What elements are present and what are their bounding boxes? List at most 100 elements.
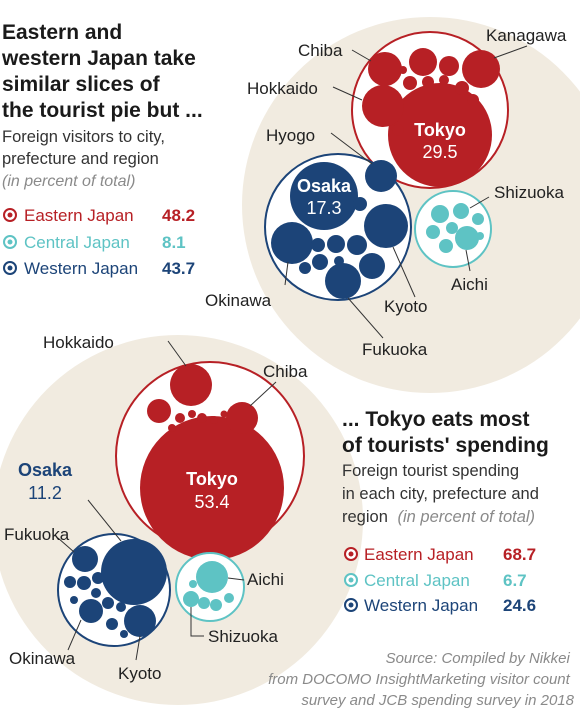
bottom-bubble-chiba <box>226 402 258 434</box>
bottom-bubble-central-small <box>189 580 197 588</box>
legend-marker-dot <box>348 551 354 557</box>
top-title: Eastern and western Japan take similar s… <box>1 21 203 122</box>
top-label-shizuoka: Shizuoka <box>494 183 564 202</box>
top-label-okinawa: Okinawa <box>205 291 272 310</box>
legend-item-eastern: Eastern Japan 68.7 <box>344 545 536 564</box>
bottom-bubble-western-small <box>92 572 104 584</box>
legend-marker-dot <box>7 212 13 218</box>
bottom-bubble-hokkaido <box>170 364 212 406</box>
top-bubble-chiba <box>368 52 402 86</box>
bottom-bubble-western-small <box>106 618 118 630</box>
bottom-subtitle-last-line: region (in percent of total) <box>342 508 535 526</box>
top-bubble-western-small <box>359 253 385 279</box>
top-bubble-eastern-small <box>455 81 469 95</box>
legend-label: Central Japan <box>24 233 130 252</box>
top-tokyo-name: Tokyo <box>414 120 466 140</box>
top-bubble-central-small <box>453 203 469 219</box>
top-label-chiba: Chiba <box>298 41 343 60</box>
legend-label: Central Japan <box>364 571 470 590</box>
bottom-bubble-western-small <box>102 597 114 609</box>
legend-label: Western Japan <box>364 596 478 615</box>
bottom-label-okinawa: Okinawa <box>9 649 76 668</box>
bottom-bubble-central-small <box>210 599 222 611</box>
top-bubble-kyoto <box>364 204 408 248</box>
legend-value: 68.7 <box>503 545 536 564</box>
leader-line <box>392 246 416 298</box>
bottom-bubble-western-small <box>64 576 76 588</box>
leader-line <box>493 45 528 59</box>
legend-value: 24.6 <box>503 596 536 615</box>
bottom-text-block: ... Tokyo eats most of tourists' spendin… <box>342 408 549 615</box>
legend-value: 43.7 <box>162 259 195 278</box>
legend-item-central: Central Japan 6.7 <box>344 571 527 590</box>
bottom-label-aichi: Aichi <box>247 570 284 589</box>
top-unit-note: (in percent of total) <box>2 173 135 190</box>
leader-line <box>249 381 277 407</box>
bottom-bubble-eastern-small <box>197 413 207 423</box>
bottom-bubble-tokyo <box>140 416 284 560</box>
bottom-bubble-fukuoka <box>72 546 98 572</box>
leader-line <box>284 261 289 286</box>
legend-marker-dot <box>7 239 13 245</box>
leader-line <box>330 132 373 165</box>
top-bubble-fukuoka <box>325 263 361 299</box>
top-osaka-name: Osaka <box>297 176 352 196</box>
top-label-fukuoka: Fukuoka <box>362 340 428 359</box>
legend-item-eastern: Eastern Japan 48.2 <box>3 206 195 225</box>
legend-item-western: Western Japan 24.6 <box>344 596 536 615</box>
bottom-legend: Eastern Japan 68.7 Central Japan 6.7 Wes… <box>344 545 536 615</box>
top-bubble-osaka <box>290 162 358 230</box>
legend-label: Eastern Japan <box>24 206 134 225</box>
bottom-label-chiba: Chiba <box>263 362 308 381</box>
top-bubble-central-small <box>426 225 440 239</box>
top-bubble-central-small <box>446 222 458 234</box>
bottom-chart: Tokyo 53.4 <box>4 333 308 683</box>
top-bubble-western-small <box>311 238 325 252</box>
bottom-tokyo-name: Tokyo <box>186 469 238 489</box>
bottom-bubble-eastern-small <box>168 424 176 432</box>
top-bubble-eastern-small <box>467 94 479 106</box>
top-bubble-eastern-small <box>392 124 404 136</box>
bottom-bubble-eastern-small <box>220 410 228 418</box>
legend-label: Western Japan <box>24 259 138 278</box>
top-tokyo-value: 29.5 <box>422 142 457 162</box>
top-bubble-tokyo <box>388 83 492 187</box>
bottom-bubble-osaka <box>101 539 167 605</box>
top-bubble-eastern-small <box>439 56 459 76</box>
top-label-hyogo: Hyogo <box>266 126 315 145</box>
leader-line <box>227 577 245 581</box>
source-note: Source: Compiled by Nikkei from DOCOMO I… <box>268 650 575 709</box>
top-bubble-eastern-small <box>422 76 434 88</box>
top-bubble-kanagawa <box>462 50 500 88</box>
legend-marker-dot <box>348 577 354 583</box>
bottom-bubble-western-small <box>70 596 78 604</box>
top-bubble-okinawa <box>271 222 313 264</box>
top-bubble-eastern-small <box>439 75 449 85</box>
top-bubble-hyogo <box>365 160 397 192</box>
bottom-bubble-central-small <box>198 597 210 609</box>
bottom-label-osaka-value: 11.2 <box>28 483 62 503</box>
top-bubble-western-small <box>312 254 328 270</box>
top-label-hokkaido: Hokkaido <box>247 79 318 98</box>
legend-value: 8.1 <box>162 233 186 252</box>
top-label-kyoto: Kyoto <box>384 297 427 316</box>
top-bubble-central-small <box>476 232 484 240</box>
leader-line <box>190 607 204 637</box>
bottom-bubble-western-small <box>77 576 91 590</box>
legend-item-central: Central Japan 8.1 <box>3 233 186 252</box>
top-bubble-central-small <box>472 213 484 225</box>
legend-marker-dot <box>7 265 13 271</box>
top-bubble-central-small <box>439 239 453 253</box>
top-bubble-eastern-small <box>399 66 407 74</box>
bottom-bubble-eastern-small <box>210 416 218 424</box>
bottom-bubble-western-small <box>120 630 128 638</box>
top-bubble-western-small <box>327 235 345 253</box>
legend-marker-dot <box>348 602 354 608</box>
legend-label: Eastern Japan <box>364 545 474 564</box>
leader-line <box>469 196 490 209</box>
bottom-bubble-western-small <box>91 588 101 598</box>
leader-line <box>57 537 75 553</box>
top-bubble-shizuoka <box>431 205 449 223</box>
leader-line <box>67 619 82 651</box>
